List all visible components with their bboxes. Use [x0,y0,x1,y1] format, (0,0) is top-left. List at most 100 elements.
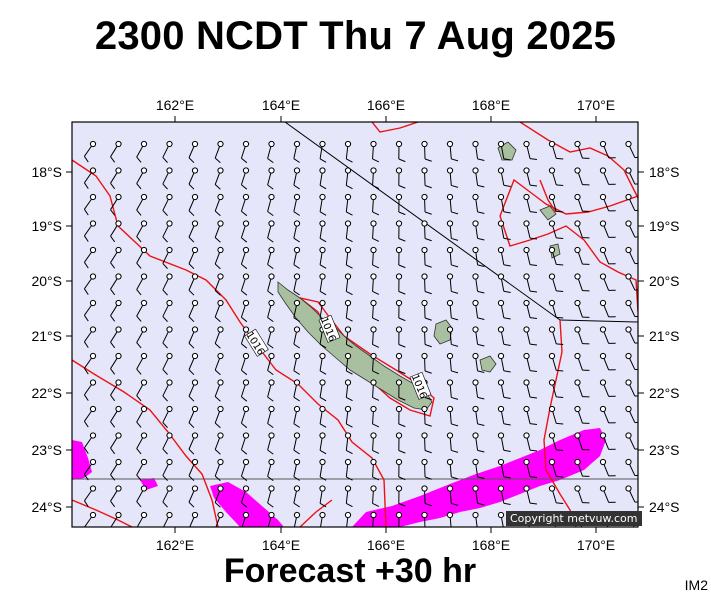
wind-barb-flag [424,344,432,348]
wind-barb [110,516,118,527]
wind-barb [475,199,479,212]
wind-barb-flag [477,476,485,479]
wind-station [115,299,122,307]
wind-barb [577,490,583,503]
wind-station [497,273,505,280]
wind-barb-flag [241,184,248,190]
wind-station [472,379,479,386]
wind-barb [475,252,479,265]
wind-barb-flag [556,343,564,345]
wind-barb [577,199,583,212]
wind-station [421,273,428,280]
wind-station [293,326,301,333]
wind-station [319,432,326,439]
wind-station [242,326,250,333]
wind-barb-flag [320,530,326,534]
wind-station [344,220,352,227]
wind-barb-flag [398,503,406,507]
wind-barb [500,517,504,527]
wind-barb [162,146,169,158]
wind-barb-flag [477,158,485,161]
wind-station [574,379,581,386]
wind-barb [345,385,349,398]
wind-barb-flag [477,264,485,267]
wind-barb-flag [529,237,538,240]
wind-barb-flag [556,475,564,478]
wind-barb [267,490,272,504]
wind-barb [603,384,610,397]
wind-station [217,273,224,280]
wind-station [217,193,224,201]
wind-barb-flag [214,210,221,217]
wind-station [548,379,556,386]
wind-station [523,246,530,254]
wind-station [472,193,479,201]
wind-station [421,220,428,227]
wind-station [319,140,326,148]
wind-station [293,273,301,280]
wind-barb-flag [188,289,195,296]
wind-barb [552,305,557,318]
wind-barb [475,305,479,318]
wind-barb [577,146,583,159]
wind-station [344,246,352,254]
wind-barb [110,463,118,475]
wind-station [395,273,403,280]
wind-station [319,167,326,174]
wind-station [523,140,530,148]
wind-station [370,273,377,280]
wind-barb-flag [529,396,538,399]
mare-island [479,355,497,373]
lat-tick-label: 18°S [31,164,62,180]
wind-station [574,246,581,254]
wind-barb-flag [83,315,89,322]
wind-barb [319,384,323,398]
wind-barb [372,491,374,504]
wind-barb [267,172,272,186]
wind-barb-flag [241,290,248,296]
wind-station [166,220,173,227]
wind-barb-flag [346,317,353,322]
wind-station [446,299,454,307]
wind-station [370,405,377,413]
wind-barb [136,146,144,158]
wind-barb [577,437,583,450]
wind-station [370,167,377,174]
wind-station [166,485,173,492]
wind-barb-flag [267,370,274,376]
wind-barb-flag [267,396,274,402]
wind-barb [603,146,610,159]
wind-station [140,193,148,201]
wind-barb-flag [162,422,168,428]
wind-station [293,405,301,413]
wind-barb-flag [556,422,564,425]
lat-tick-label: 21°S [649,328,680,344]
wind-barb [449,517,452,527]
wind-station [217,458,224,466]
wind-station [319,193,326,201]
wind-barb [110,384,118,396]
wind-barb-flag [136,315,142,322]
wind-barb [449,305,452,318]
wind-station [115,485,122,492]
wind-barb [319,146,323,159]
wind-barb-flag [267,449,274,455]
wind-station [395,220,403,227]
wind-barb-flag [424,238,432,242]
wind-barb [188,437,195,450]
wind-barb-flag [188,448,195,455]
wind-station [217,326,224,333]
wind-barb [83,278,92,290]
wind-station [395,326,403,333]
wind-station [268,352,275,360]
wind-barb-flag [398,264,406,269]
wind-station [472,485,479,492]
wind-station [293,485,301,492]
wind-barb [526,437,531,451]
wind-station [625,140,632,148]
wind-barb [214,172,221,185]
wind-barb-flag [110,368,116,375]
wind-station [115,352,122,360]
wind-barb [293,411,297,424]
wind-barb-flag [529,211,538,214]
